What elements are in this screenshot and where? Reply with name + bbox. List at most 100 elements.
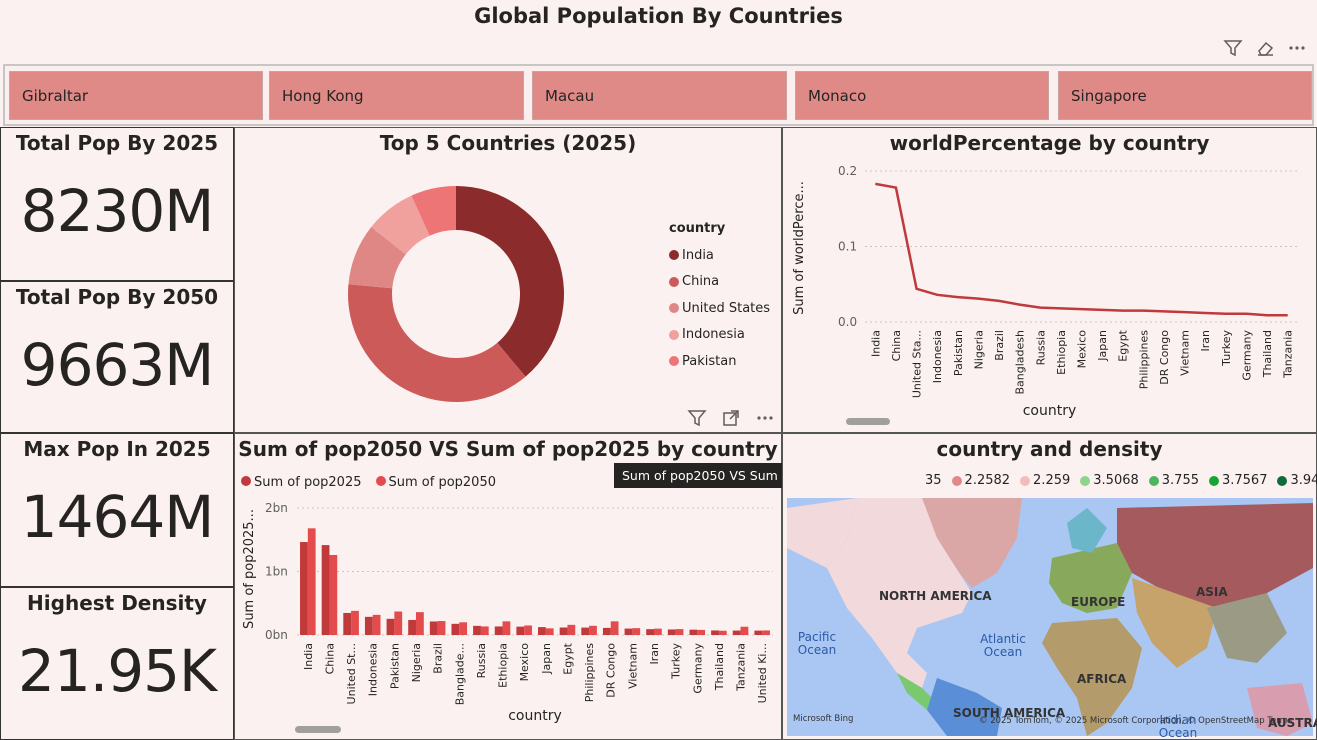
filter-icon[interactable] — [1223, 38, 1243, 63]
line-series-worldpercentage[interactable] — [875, 182, 1288, 317]
line-scrollbar[interactable] — [846, 418, 890, 425]
line-xtick-label: DR Congo — [1158, 330, 1171, 385]
legend-dot — [951, 475, 962, 486]
donut-slice-india[interactable] — [456, 186, 564, 377]
donut-legend-item[interactable]: India — [669, 242, 770, 269]
bar-xtick-label: Nigeria — [410, 643, 423, 682]
line-xtick-label: Turkey — [1220, 330, 1233, 367]
bar-pop2025[interactable] — [343, 612, 352, 635]
donut-legend-item[interactable]: China — [669, 269, 770, 296]
donut-slice-china[interactable] — [348, 284, 526, 403]
bar-pop2025[interactable] — [300, 542, 308, 635]
bar-pop2050[interactable] — [480, 626, 489, 635]
slicer-item-singapore[interactable]: Singapore — [1058, 71, 1312, 120]
bar-pop2050[interactable] — [459, 622, 468, 635]
bar-pop2025[interactable] — [711, 630, 719, 635]
bar-pop2025[interactable] — [689, 629, 698, 635]
bar-pop2025[interactable] — [646, 629, 654, 635]
bar-pop2025[interactable] — [624, 628, 633, 635]
bar-pop2050[interactable] — [502, 621, 511, 635]
card-value: 9663M — [20, 331, 215, 399]
map-legend-item[interactable]: 3.755 — [1148, 473, 1199, 488]
bar-xtick-label: Pakistan — [388, 643, 401, 689]
card-title: Max Pop In 2025 — [23, 437, 211, 461]
bar-xtick-label: United Ki... — [756, 643, 769, 703]
bar-pop2050[interactable] — [394, 611, 403, 635]
map-legend-item[interactable]: 2.259 — [1020, 473, 1070, 488]
bar-pop2025[interactable] — [364, 616, 373, 635]
bar-pop2025[interactable] — [321, 545, 330, 635]
legend-dot — [1020, 475, 1031, 486]
legend-label: India — [682, 247, 714, 263]
line-xtick-label: Mexico — [1076, 330, 1089, 369]
legend-label: 2.259 — [1033, 473, 1071, 488]
bar-pop2050[interactable] — [762, 630, 770, 635]
donut-legend-item[interactable]: United States — [669, 295, 770, 322]
bar-pop2050[interactable] — [589, 625, 597, 635]
bar-pop2050[interactable] — [567, 624, 576, 635]
donut-legend-item[interactable]: Indonesia — [669, 322, 770, 349]
bar-pop2050[interactable] — [416, 612, 424, 635]
focus-mode-icon[interactable] — [721, 408, 741, 432]
map-legend-item[interactable]: 2.2582 — [951, 473, 1010, 488]
bar-pop2025[interactable] — [754, 630, 763, 635]
bar-pop2025[interactable] — [559, 627, 568, 635]
legend-dot — [1080, 475, 1091, 486]
more-icon[interactable] — [755, 408, 775, 432]
bar-pop2050[interactable] — [654, 628, 662, 635]
bar-pop2025[interactable] — [386, 618, 395, 635]
bar-pop2025[interactable] — [581, 627, 590, 635]
bar-pop2050[interactable] — [545, 628, 554, 635]
bar-pop2025[interactable] — [516, 626, 525, 635]
eraser-icon[interactable] — [1255, 38, 1275, 63]
donut-legend-item[interactable]: Pakistan — [669, 348, 770, 375]
bar-pop2025[interactable] — [732, 630, 741, 635]
donut-toolbar — [687, 408, 775, 432]
line-ytick-label: 0.2 — [838, 164, 857, 178]
bar-pop2025[interactable] — [602, 627, 611, 635]
bar-pop2025[interactable] — [408, 619, 416, 635]
map-legend-item[interactable]: 35 — [925, 473, 942, 488]
bar-pop2025[interactable] — [429, 621, 438, 635]
bar-pop2050[interactable] — [372, 614, 381, 635]
bar-pop2050[interactable] — [307, 528, 316, 635]
slicer-item-monaco[interactable]: Monaco — [795, 71, 1049, 120]
bar-pop2050[interactable] — [675, 629, 684, 635]
bar-pop2025[interactable] — [667, 629, 676, 635]
legend-dot — [669, 250, 679, 261]
map-legend-item[interactable]: 3.5068 — [1080, 473, 1139, 488]
bar-pop2050[interactable] — [632, 628, 641, 635]
legend-item-pop2025[interactable]: Sum of pop2025 — [241, 475, 362, 490]
donut-slice-united-states[interactable] — [348, 227, 406, 289]
bar-scrollbar[interactable] — [295, 726, 341, 733]
bar-pop2050[interactable] — [524, 625, 532, 635]
more-icon[interactable] — [1287, 38, 1307, 63]
bar-pop2050[interactable] — [718, 630, 727, 635]
map-legend-item[interactable]: 3.9499 — [1277, 473, 1317, 488]
line-xtick-label: India — [869, 330, 882, 357]
bar-pop2025[interactable] — [451, 623, 460, 635]
donut-panel: Top 5 Countries (2025) country India Chin… — [234, 127, 782, 433]
slicer-item-macau[interactable]: Macau — [532, 71, 787, 120]
filter-icon[interactable] — [687, 408, 707, 432]
donut-slice-pakistan[interactable] — [411, 186, 456, 236]
slicer-item-hong-kong[interactable]: Hong Kong — [269, 71, 524, 120]
bar-xlabel: country — [508, 708, 562, 724]
bar-pop2050[interactable] — [329, 554, 338, 635]
bar-pop2050[interactable] — [697, 629, 706, 635]
bar-pop2050[interactable] — [740, 626, 749, 635]
bar-xtick-label: Iran — [648, 643, 661, 665]
bar-pop2025[interactable] — [538, 627, 546, 635]
bar-pop2050[interactable] — [610, 621, 619, 635]
legend-item-pop2050[interactable]: Sum of pop2050 — [375, 475, 496, 490]
bar-pop2025[interactable] — [473, 625, 481, 635]
map-legend-item[interactable]: 3.7567 — [1208, 473, 1267, 488]
bar-pop2050[interactable] — [351, 610, 359, 635]
map-attribution[interactable]: © 2025 TomTom, © 2025 Microsoft Corporat… — [979, 716, 1293, 726]
donut-slice-indonesia[interactable] — [371, 195, 430, 255]
bar-pop2050[interactable] — [437, 621, 446, 635]
map-canvas[interactable] — [787, 498, 1313, 736]
slicer-item-gibraltar[interactable]: Gibraltar — [9, 71, 263, 120]
bar-pop2025[interactable] — [494, 626, 503, 635]
